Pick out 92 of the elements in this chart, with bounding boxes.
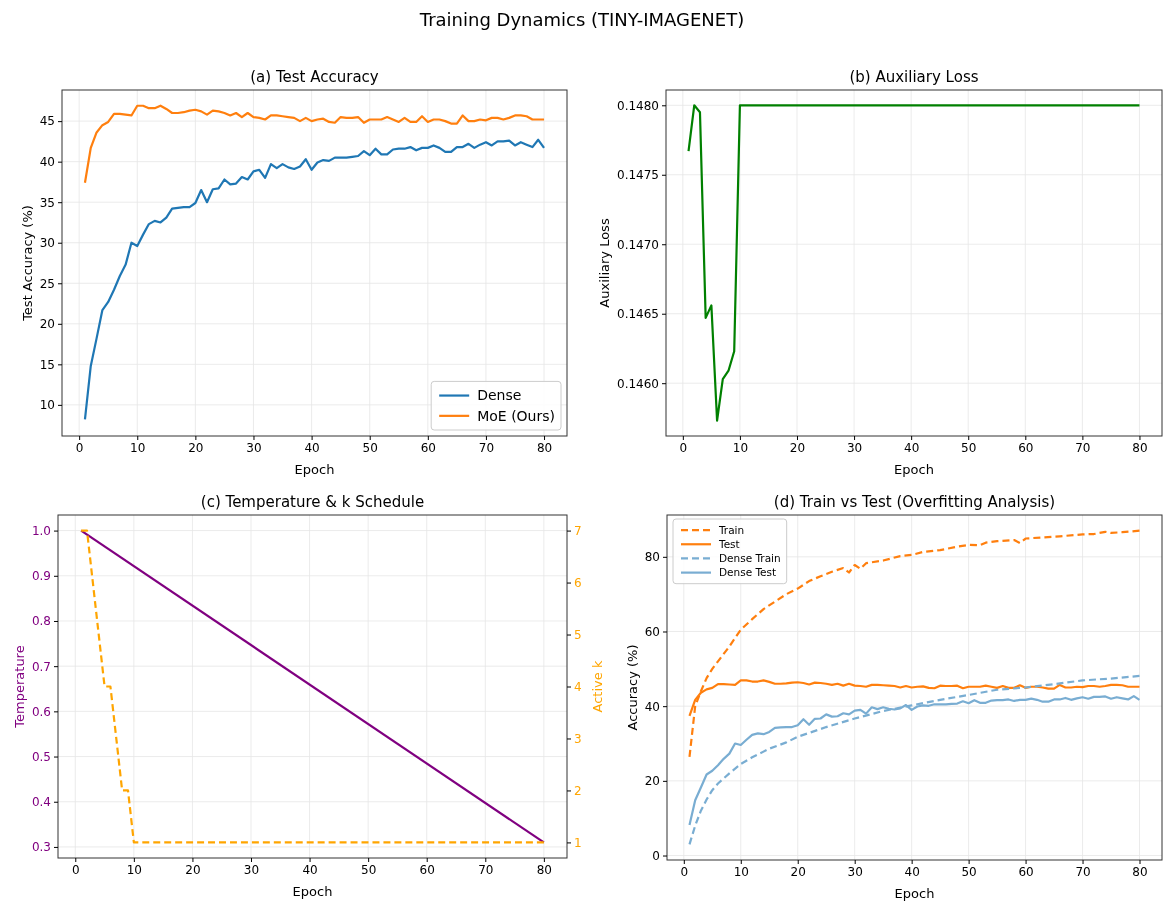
x-tick-label: 30: [243, 862, 260, 877]
x-tick-label: 80: [1132, 440, 1148, 455]
y-tick-label: 0.1465: [617, 307, 659, 322]
x-tick-label: 10: [733, 864, 749, 879]
x-tick-label: 60: [419, 862, 435, 877]
x-tick-label: 40: [302, 862, 318, 877]
x-tick-label: 20: [188, 440, 204, 455]
x-tick-label: 40: [304, 440, 320, 455]
chart-title: (d) Train vs Test (Overfitting Analysis): [773, 493, 1056, 511]
y-axis-title: Test Accuracy (%): [19, 205, 35, 322]
y2-tick-label: 2: [574, 783, 582, 798]
x-tick-label: 20: [790, 864, 806, 879]
y-tick-label: 0.1480: [617, 98, 659, 113]
x-tick-label: 20: [185, 862, 201, 877]
line-series: [688, 674, 1141, 846]
x-tick-label: 10: [732, 440, 749, 455]
y2-tick-label: 1: [574, 835, 582, 850]
chart-title: (c) Temperature & k Schedule: [200, 493, 425, 511]
y-tick-label: 40: [39, 155, 55, 169]
y-tick-label: 0.3: [31, 840, 51, 855]
y-tick-label: 35: [39, 195, 55, 210]
y-tick-label: 0.1470: [617, 237, 659, 252]
y-tick-label: 0.8: [31, 614, 51, 629]
x-tick-label: 80: [536, 862, 552, 877]
y-tick-label: 1.0: [31, 523, 51, 538]
y-tick-label: 0.1460: [617, 376, 659, 391]
x-tick-label: 10: [130, 440, 146, 455]
x-axis-title: Epoch: [294, 462, 335, 477]
x-tick-label: 0: [679, 440, 688, 455]
y-tick-label: 0.7: [31, 659, 51, 674]
x-tick-label: 70: [478, 862, 494, 877]
y-tick-label: 15: [39, 357, 55, 372]
x-tick-label: 60: [1018, 440, 1034, 455]
y-tick-label: 45: [39, 114, 55, 129]
line-series: [687, 104, 1141, 422]
x-tick-label: 40: [904, 864, 920, 879]
y-tick-label: 20: [39, 317, 55, 332]
legend-label: MoE (Ours): [477, 407, 555, 424]
y-tick-label: 0.5: [31, 749, 51, 764]
x-axis-title: Epoch: [894, 462, 934, 477]
y2-tick-label: 7: [574, 523, 582, 538]
x-axis-title: Epoch: [292, 884, 333, 899]
x-tick-label: 50: [961, 864, 977, 879]
legend-label: Train: [718, 523, 745, 536]
text: Training Dynamics (TINY-IMAGENET): [418, 9, 745, 30]
chart-title: (b) Auxiliary Loss: [849, 68, 979, 86]
x-tick-label: 70: [478, 440, 495, 455]
line-series: [83, 104, 546, 184]
x-tick-label: 60: [1018, 864, 1034, 879]
y-axis-title: Temperature: [11, 645, 27, 729]
y-tick-label: 20: [644, 774, 660, 789]
x-tick-label: 80: [1132, 864, 1148, 879]
x-tick-label: 50: [362, 440, 378, 455]
y-tick-label: 0.4: [31, 795, 51, 810]
y2-tick-label: 4: [574, 679, 582, 694]
y-axis-title: Auxiliary Loss: [597, 218, 612, 308]
y2-tick-label: 3: [574, 731, 582, 746]
x-tick-label: 0: [680, 864, 689, 879]
legend-label: Test: [718, 537, 740, 550]
y-tick-label: 25: [39, 276, 55, 291]
chart-title: (a) Test Accuracy: [250, 68, 379, 86]
x-tick-label: 0: [75, 440, 84, 455]
y-tick-label: 30: [39, 236, 55, 251]
x-tick-label: 10: [126, 862, 142, 877]
x-tick-label: 80: [536, 440, 553, 455]
x-tick-label: 50: [361, 862, 377, 877]
x-tick-label: 30: [847, 864, 863, 879]
y-tick-label: 0.6: [31, 704, 51, 719]
x-tick-label: 30: [246, 440, 262, 455]
y-tick-label: 60: [644, 624, 660, 639]
x-tick-label: 20: [789, 440, 806, 455]
x-tick-label: 30: [846, 440, 863, 455]
x-tick-label: 70: [1075, 440, 1091, 455]
y-tick-label: 40: [644, 699, 660, 714]
y2-axis-title: Active k: [590, 660, 605, 713]
x-tick-label: 40: [904, 440, 920, 455]
legend-label: Dense Train: [719, 552, 781, 565]
y2-tick-label: 6: [574, 575, 582, 590]
y-axis-title: Accuracy (%): [624, 644, 640, 731]
y-tick-label: 10: [39, 398, 55, 413]
y-tick-label: 80: [644, 550, 660, 565]
x-tick-label: 50: [961, 440, 977, 455]
x-tick-label: 70: [1075, 864, 1091, 879]
x-axis-title: Epoch: [894, 886, 935, 901]
x-tick-label: 0: [71, 862, 80, 877]
legend-label: Dense Test: [719, 566, 777, 579]
y-tick-label: 0.9: [31, 569, 51, 584]
x-tick-label: 60: [420, 440, 436, 455]
y-tick-label: 0: [652, 848, 660, 863]
y2-tick-label: 5: [574, 627, 582, 642]
legend-label: Dense: [477, 387, 522, 404]
y-tick-label: 0.1475: [617, 168, 659, 183]
